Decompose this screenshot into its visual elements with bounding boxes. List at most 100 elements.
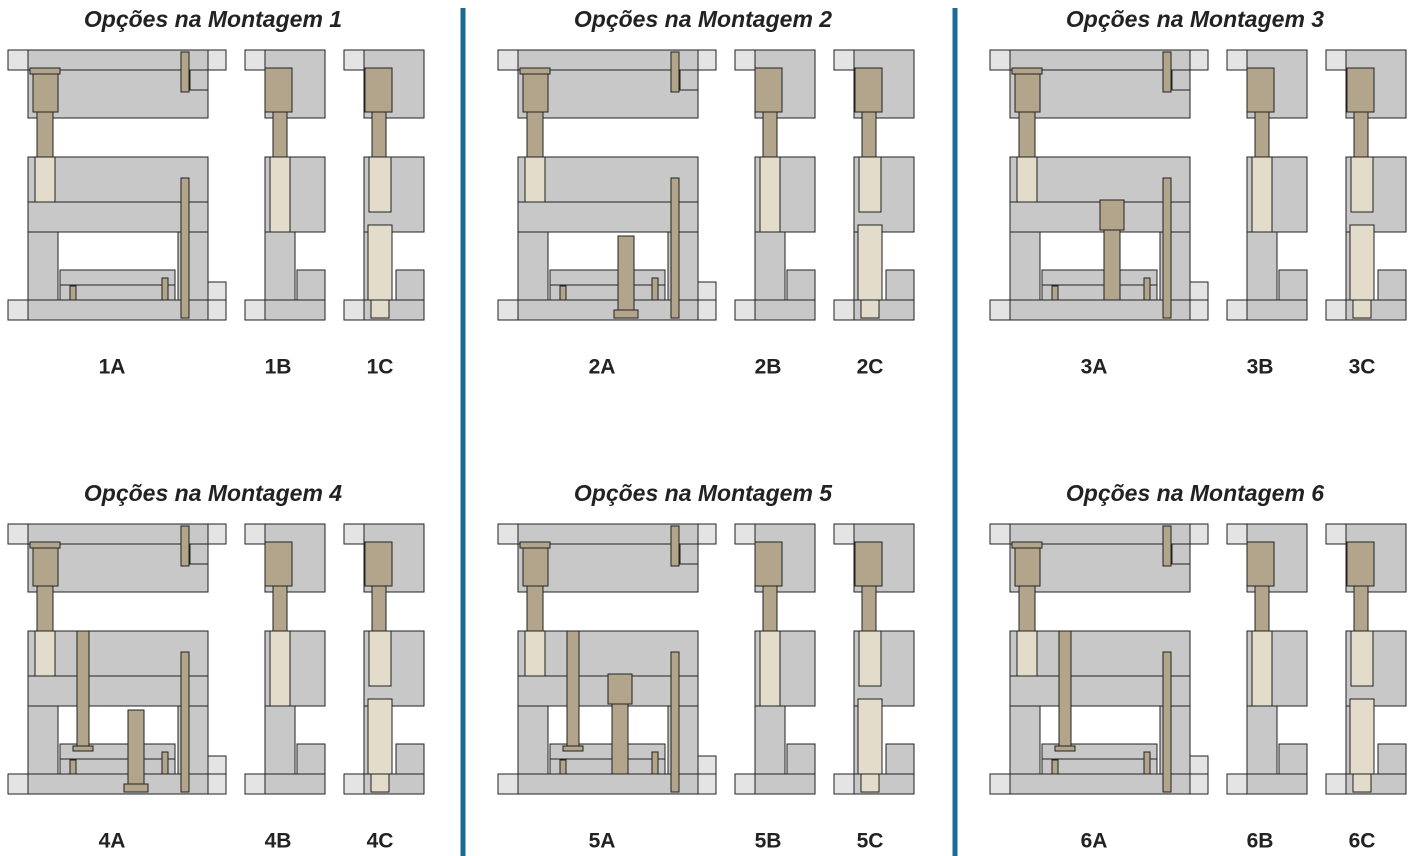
guide-pin xyxy=(372,112,386,157)
screw xyxy=(1144,752,1150,774)
return-pin xyxy=(1163,652,1171,792)
panel-title: Opções na Montagem 3 xyxy=(1066,6,1324,32)
bushing xyxy=(35,631,55,676)
guide-pin xyxy=(37,586,53,631)
column xyxy=(1353,300,1371,318)
return-pin xyxy=(181,652,189,792)
bushing xyxy=(1247,68,1274,112)
rail xyxy=(755,232,785,300)
guide-pin xyxy=(1019,586,1035,631)
bushing xyxy=(265,68,292,112)
assembly-label: 6C xyxy=(1349,830,1376,853)
rail xyxy=(1010,232,1040,300)
return-pin xyxy=(671,652,679,792)
assembly-label: 4A xyxy=(99,830,126,853)
assembly-label: 5A xyxy=(589,830,616,853)
ejector-plate xyxy=(550,270,665,285)
bushing xyxy=(33,548,58,586)
column xyxy=(1353,774,1371,792)
screw xyxy=(671,526,679,566)
rail xyxy=(518,232,548,300)
bottom-plate xyxy=(755,774,815,794)
part xyxy=(1190,282,1208,300)
center-part xyxy=(608,674,632,704)
ejector-plate xyxy=(60,270,175,285)
bushing xyxy=(1247,542,1274,586)
ejector-plate xyxy=(60,759,175,774)
bushing xyxy=(1351,157,1373,212)
bushing xyxy=(1017,631,1037,676)
part xyxy=(698,756,716,774)
panel-title: Opções na Montagem 1 xyxy=(84,6,342,32)
guide-pin xyxy=(1354,112,1368,157)
bushing xyxy=(270,631,290,706)
panel-title: Opções na Montagem 5 xyxy=(574,480,833,506)
rail xyxy=(28,706,58,774)
rail xyxy=(265,232,295,300)
screw xyxy=(1163,526,1171,566)
guide-pin xyxy=(527,112,543,157)
pin-head xyxy=(563,746,583,751)
bushing xyxy=(755,68,782,112)
bottom-plate xyxy=(755,300,815,320)
ejector-plate xyxy=(886,744,914,774)
assembly-label: 1A xyxy=(99,356,126,379)
ejector-plate xyxy=(396,744,424,774)
guide-pin xyxy=(862,112,876,157)
rail xyxy=(518,706,548,774)
screw xyxy=(1052,286,1058,300)
ejector-plate xyxy=(1042,285,1157,300)
rail xyxy=(1247,232,1277,300)
bushing xyxy=(365,68,392,112)
center-part xyxy=(612,704,628,774)
rail xyxy=(1010,706,1040,774)
bushing xyxy=(755,542,782,586)
bushing xyxy=(365,542,392,586)
guide-pin xyxy=(37,112,53,157)
bushing xyxy=(1252,631,1272,706)
assembly-label: 4C xyxy=(367,830,394,853)
bushing xyxy=(520,68,550,74)
assembly-label: 3A xyxy=(1081,356,1108,379)
part xyxy=(698,282,716,300)
bushing xyxy=(369,631,391,686)
bottom-plate xyxy=(265,774,325,794)
ejector-plate xyxy=(550,759,665,774)
bushing xyxy=(855,542,882,586)
ejector-plate xyxy=(1378,744,1406,774)
bushing xyxy=(525,631,545,676)
bushing xyxy=(1012,68,1042,74)
ejector-plate xyxy=(1042,270,1157,285)
panel-title: Opções na Montagem 4 xyxy=(84,480,342,506)
ejector-plate xyxy=(1378,270,1406,300)
screw xyxy=(181,52,189,92)
ejector-plate xyxy=(1279,270,1307,300)
ejector-plate xyxy=(886,270,914,300)
screw xyxy=(162,278,168,300)
panel-title: Opções na Montagem 6 xyxy=(1066,480,1324,506)
bushing xyxy=(760,157,780,232)
ejector-plate xyxy=(787,270,815,300)
screw xyxy=(560,286,566,300)
bushing xyxy=(760,631,780,706)
part xyxy=(190,70,208,90)
assembly-label: 2B xyxy=(755,356,782,379)
rail xyxy=(1247,706,1277,774)
part xyxy=(680,70,698,90)
bushing xyxy=(1012,542,1042,548)
panel-title: Opções na Montagem 2 xyxy=(574,6,832,32)
screw xyxy=(1052,760,1058,774)
column xyxy=(861,300,879,318)
guide-pin xyxy=(862,586,876,631)
page: Opções na Montagem 11A1B1COpções na Mont… xyxy=(0,0,1414,856)
bushing xyxy=(1351,631,1373,686)
bushing xyxy=(1015,548,1040,586)
bushing xyxy=(33,74,58,112)
assembly-label: 4B xyxy=(265,830,292,853)
long-pin xyxy=(1059,631,1071,749)
bushing xyxy=(30,68,60,74)
bushing xyxy=(525,157,545,202)
screw xyxy=(652,752,658,774)
center-part xyxy=(618,236,634,314)
bushing xyxy=(1252,157,1272,232)
